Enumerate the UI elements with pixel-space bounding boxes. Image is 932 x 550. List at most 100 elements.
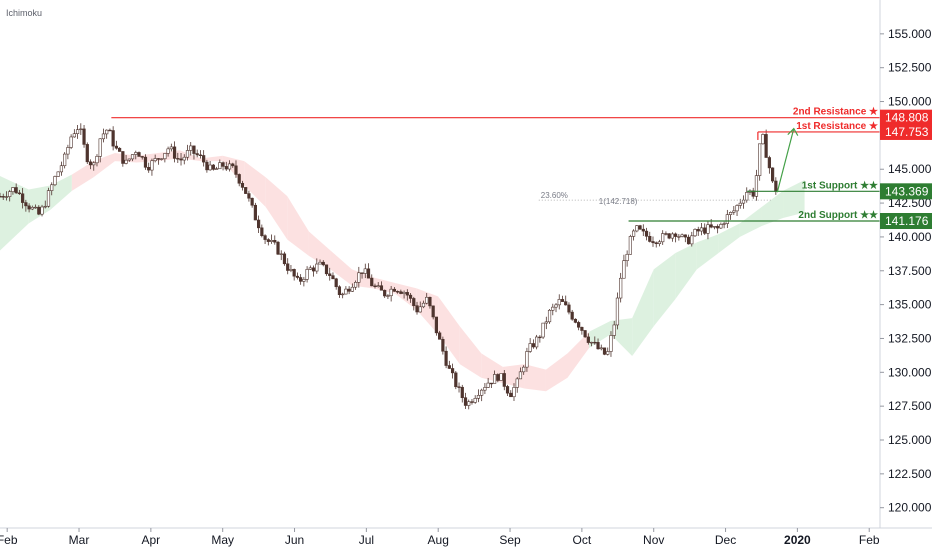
candle-up	[208, 164, 212, 171]
indicator-label: Ichimoku	[6, 8, 42, 18]
candle-up	[302, 278, 306, 282]
candle-up	[279, 253, 283, 255]
candle-up	[722, 223, 726, 225]
candle-up	[189, 145, 193, 151]
candle-down	[703, 227, 707, 234]
resistance-1-price-box	[880, 123, 932, 140]
time-tick-label: Feb	[859, 533, 880, 547]
cloud-segment	[524, 364, 546, 392]
candle-down	[82, 128, 86, 145]
candle-up	[741, 199, 746, 204]
candle-up	[706, 224, 710, 234]
candle-down	[198, 154, 203, 157]
fib-price-label: 1(142.718)	[599, 197, 638, 206]
price-axis-background	[880, 0, 932, 550]
candle-up	[50, 184, 54, 191]
candle-up	[728, 212, 733, 215]
candle-up	[134, 152, 138, 155]
candle-up	[699, 227, 704, 232]
candle-up	[615, 297, 620, 326]
candle-down	[328, 273, 332, 276]
candle-up	[735, 205, 739, 212]
resistance-2-price-box	[880, 109, 932, 126]
candle-down	[88, 161, 93, 166]
candle-down	[240, 182, 245, 188]
candle-down	[496, 374, 500, 381]
candle-down	[224, 166, 228, 170]
candle-down	[202, 155, 206, 163]
candle-up	[101, 133, 106, 140]
price-tick-label: 122.500	[888, 467, 932, 481]
candle-up	[53, 176, 57, 186]
time-tick-label: Sep	[499, 533, 521, 547]
candle-up	[622, 260, 626, 279]
candle-up	[467, 401, 471, 406]
candle-up	[745, 192, 749, 201]
candle-down	[324, 264, 329, 275]
candle-down	[441, 339, 445, 352]
candle-up	[98, 138, 102, 157]
candle-down	[370, 277, 374, 287]
candle-down	[709, 224, 713, 228]
candle-up	[499, 373, 503, 381]
candle-up	[66, 147, 70, 155]
resistance-1-label: 1st Resistance ★	[796, 121, 878, 132]
candle-down	[195, 153, 199, 156]
candle-up	[40, 206, 44, 215]
candle-down	[593, 341, 597, 344]
candle-down	[0, 196, 2, 198]
cloud-segment	[589, 320, 611, 348]
candle-up	[182, 156, 186, 161]
candle-up	[515, 378, 519, 388]
cloud-segment	[438, 296, 460, 365]
candle-up	[486, 382, 490, 388]
time-tick-label: Aug	[428, 533, 449, 547]
candle-up	[473, 398, 477, 403]
candle-up	[214, 168, 219, 170]
candle-down	[337, 286, 342, 295]
candle-down	[767, 157, 771, 169]
candle-up	[63, 153, 67, 167]
candle-down	[399, 291, 403, 294]
candle-up	[541, 322, 545, 338]
candle-up	[315, 263, 319, 272]
candle-down	[253, 204, 257, 221]
candle-up	[544, 321, 548, 324]
candle-down	[260, 227, 264, 236]
candle-down	[176, 158, 180, 160]
time-axis[interactable]: Feb Mar Apr May Jun Jul Aug Sep Oct Nov Dec 2020 Feb	[0, 527, 932, 547]
candle-down	[14, 187, 18, 194]
candle-down	[392, 288, 396, 292]
candle-down	[564, 301, 568, 306]
candle-down	[234, 165, 238, 175]
candle-down	[118, 147, 122, 152]
candle-down	[85, 144, 89, 163]
cloud-segment	[459, 326, 482, 378]
candle-up	[127, 158, 131, 161]
candle-up	[227, 163, 232, 170]
candle-down	[648, 235, 652, 242]
candle-down	[447, 365, 451, 369]
cloud-segment	[330, 250, 352, 286]
cloud-segment	[308, 231, 331, 270]
candle-down	[396, 291, 400, 293]
candle-up	[738, 202, 742, 206]
candle-down	[111, 130, 115, 147]
candle-down	[156, 158, 161, 160]
candle-down	[405, 292, 409, 296]
support-2-price-box	[880, 213, 932, 230]
candle-up	[46, 190, 51, 207]
price-axis[interactable]: 155.000152.500150.000147.500145.000142.5…	[879, 0, 932, 550]
candle-up	[547, 309, 552, 323]
candle-up	[476, 395, 481, 399]
cloud-segment	[0, 176, 29, 251]
projection-arrow-line	[776, 128, 795, 193]
candle-down	[570, 311, 574, 320]
candle-down	[321, 261, 325, 266]
cloud-segment	[287, 196, 309, 256]
candle-up	[43, 205, 47, 208]
candle-up	[30, 207, 34, 210]
candle-up	[557, 299, 561, 306]
candle-down	[538, 336, 542, 339]
